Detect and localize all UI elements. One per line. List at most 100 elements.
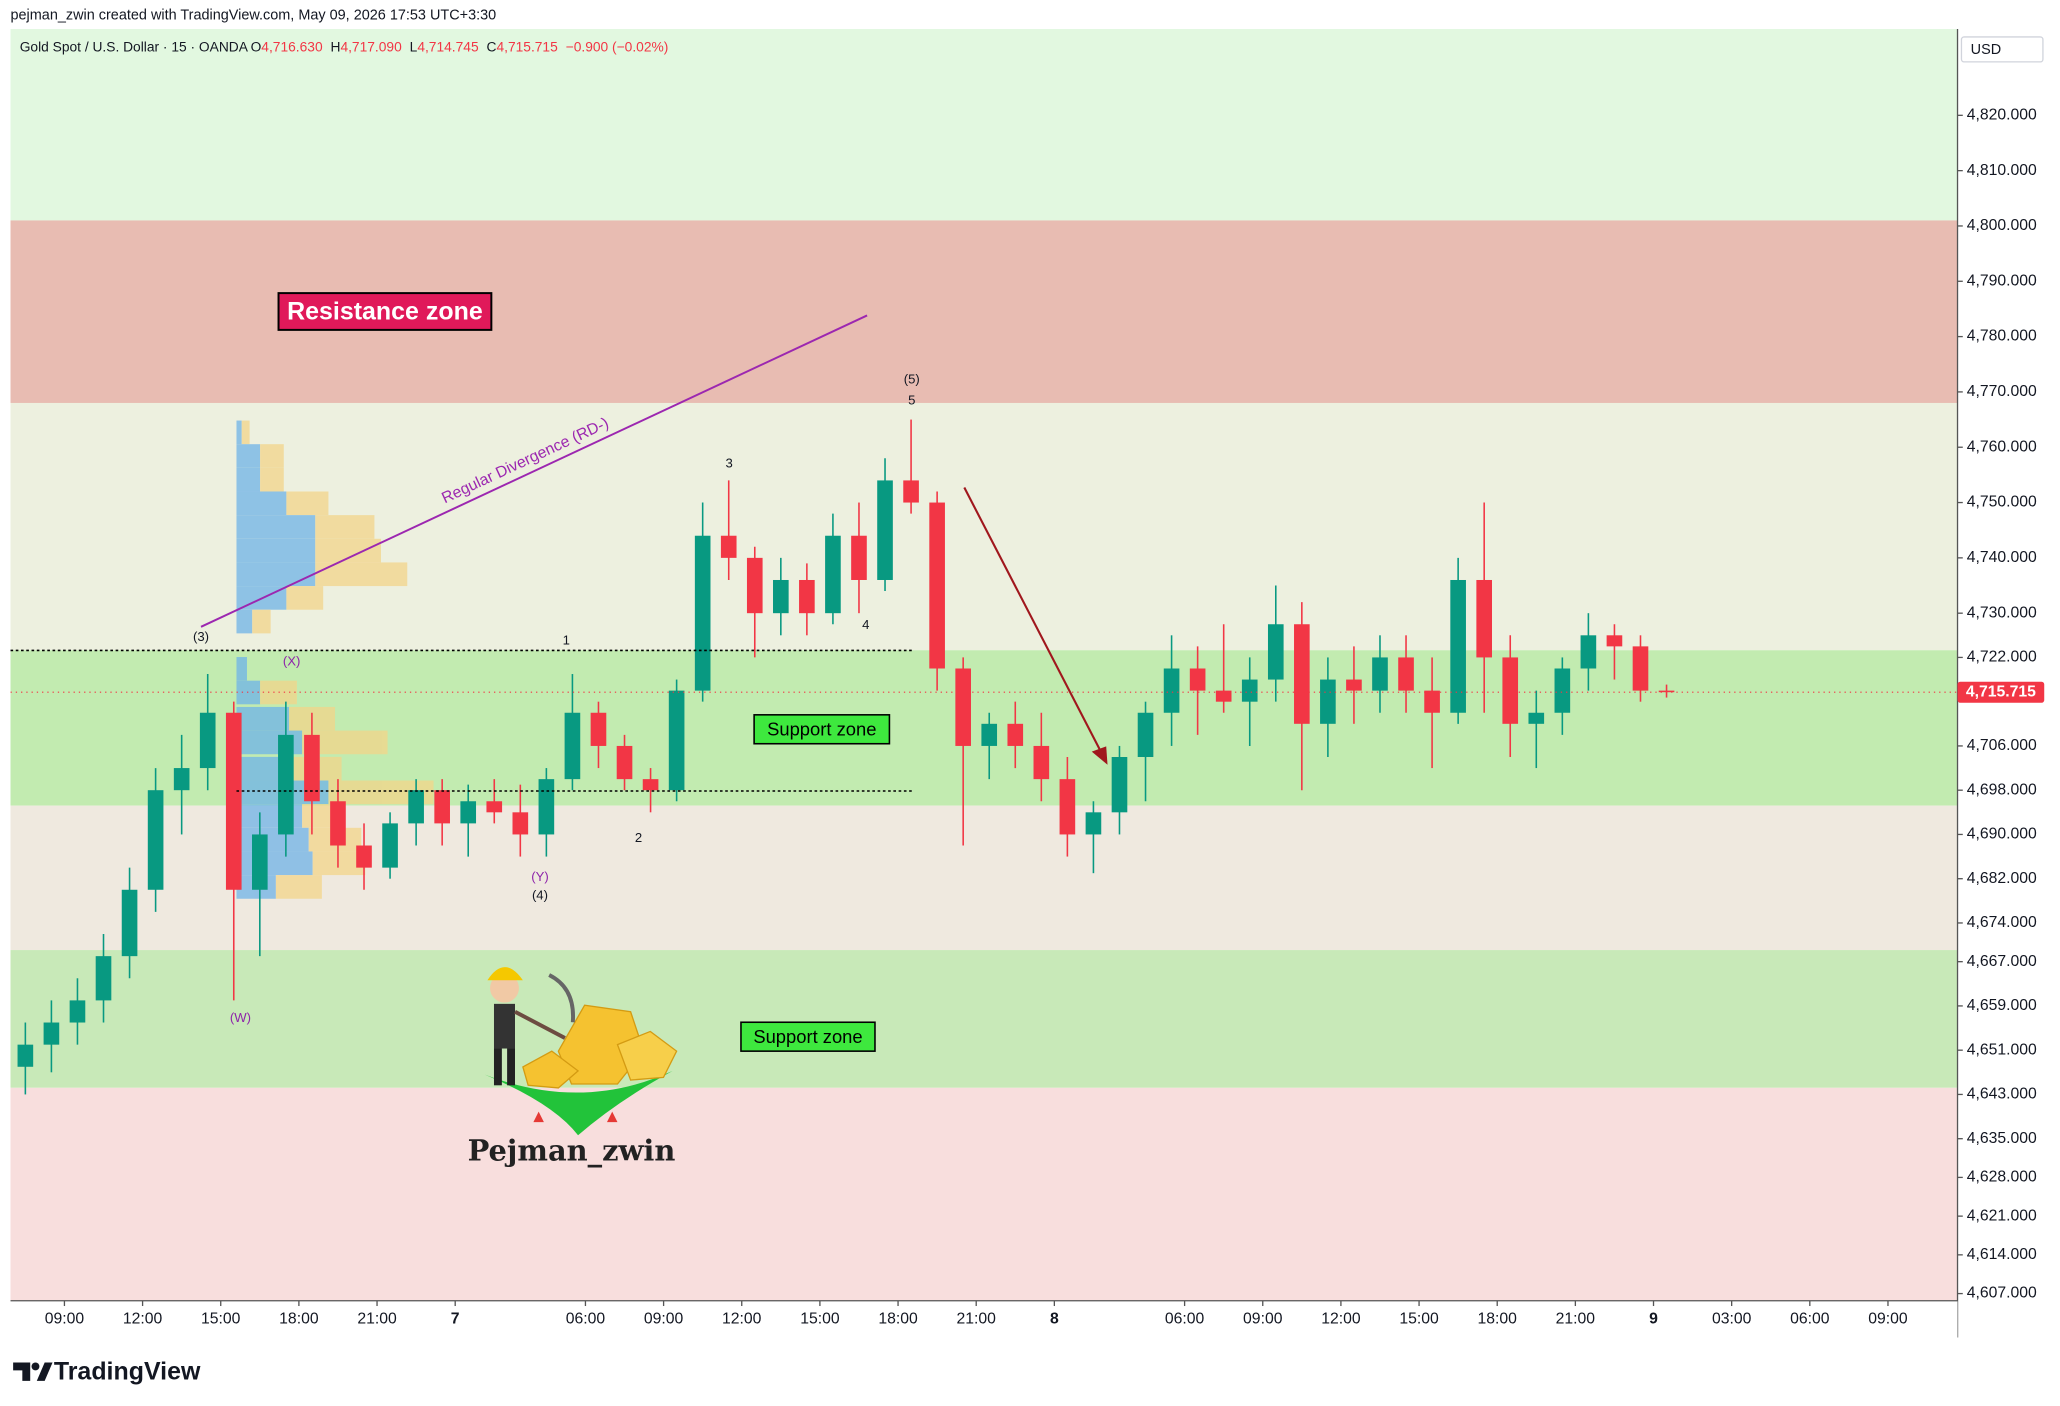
candle-body: [1137, 712, 1154, 758]
candle-body: [199, 712, 216, 769]
currency-box[interactable]: [1960, 36, 2044, 63]
y-tick-label: 4,698.000: [1967, 781, 2037, 798]
candle-body: [1372, 657, 1388, 691]
candle-body: [1189, 668, 1206, 691]
candle-body: [1059, 779, 1076, 835]
support-label: Support zone: [753, 1026, 862, 1047]
candle-body: [1294, 624, 1310, 724]
candle-body: [851, 535, 867, 580]
wave-label: 5: [908, 392, 915, 407]
y-tick-label: 4,722.000: [1967, 649, 2037, 666]
wave-label: (Y): [531, 869, 548, 884]
ohlc-value: 4,715.715: [496, 39, 558, 54]
x-tick-label: 09:00: [644, 1310, 684, 1327]
x-tick-label: 21:00: [956, 1310, 996, 1327]
candle-body: [1111, 757, 1128, 813]
wave-label: (W): [230, 1010, 251, 1025]
y-tick-label: 4,674.000: [1967, 914, 2037, 931]
candle-body: [1502, 657, 1519, 724]
y-tick-label: 4,790.000: [1967, 272, 2037, 289]
brand-logo[interactable]: TradingView: [13, 1358, 201, 1386]
candle-body: [408, 790, 424, 824]
candle-body: [1085, 812, 1102, 835]
candle-body: [1424, 690, 1440, 713]
x-tick-label: 09:00: [1243, 1310, 1283, 1327]
x-tick-label: 09:00: [45, 1310, 85, 1327]
y-tick-label: 4,760.000: [1967, 438, 2037, 455]
candle-body: [43, 1022, 60, 1045]
candle-body: [1241, 679, 1258, 702]
wave-label: (5): [904, 371, 920, 386]
candle-body: [1476, 579, 1493, 658]
y-tick-label: 4,820.000: [1967, 106, 2037, 123]
y-tick-label: 4,682.000: [1967, 870, 2037, 887]
candle-body: [1320, 679, 1336, 724]
ohlc-value: 4,714.745: [417, 39, 479, 54]
candle-body: [95, 956, 112, 1001]
candle-body: [17, 1044, 34, 1067]
time-axis: [10, 1300, 1958, 1338]
candle-body: [382, 823, 398, 868]
candle-body: [1033, 745, 1050, 780]
arrow-head: [1091, 746, 1108, 765]
support-label: Support zone: [767, 718, 876, 739]
y-tick-label: 4,690.000: [1967, 826, 2037, 843]
y-tick-label: 4,643.000: [1967, 1086, 2037, 1103]
y-tick-label: 4,651.000: [1967, 1041, 2037, 1058]
x-tick-label: 03:00: [1712, 1310, 1752, 1327]
wave-label: 4: [862, 617, 869, 632]
candle-body: [720, 535, 737, 558]
candle-body: [1580, 635, 1597, 669]
candle-body: [1632, 646, 1649, 691]
x-tick-label: 15:00: [800, 1310, 840, 1327]
y-tick-label: 4,621.000: [1967, 1207, 2037, 1224]
ohlc-key: O: [251, 39, 262, 54]
author-label: Pejman_zwin: [468, 1133, 676, 1167]
candle-body: [1554, 668, 1571, 713]
candle-body: [147, 790, 164, 890]
x-tick-label: 9: [1649, 1310, 1658, 1327]
ohlc-key: L: [410, 39, 418, 54]
x-tick-label: 7: [451, 1310, 460, 1327]
candle-body: [773, 579, 789, 614]
label-box: [277, 292, 493, 331]
candle-body: [877, 480, 893, 580]
candle-body: [69, 1000, 86, 1023]
zones: [10, 29, 1958, 1301]
y-tick-label: 4,614.000: [1967, 1246, 2037, 1263]
candle-body: [1606, 635, 1623, 647]
candle-body: [434, 790, 450, 824]
candle-body: [1346, 679, 1362, 691]
candle-body: [694, 535, 711, 691]
candle-body: [225, 712, 242, 890]
candle-body: [278, 734, 294, 835]
candle-body: [330, 801, 346, 846]
candle-body: [929, 502, 945, 669]
x-tick-label: 18:00: [279, 1310, 319, 1327]
x-tick-label: 21:00: [1556, 1310, 1596, 1327]
ohlc-key: H: [330, 39, 340, 54]
y-tick-label: 4,740.000: [1967, 549, 2037, 566]
resistance-label: Resistance zone: [287, 297, 483, 325]
x-tick-label: 12:00: [1321, 1310, 1361, 1327]
wave-label: 2: [635, 830, 642, 845]
y-tick-label: 4,706.000: [1967, 737, 2037, 754]
x-tick-label: 8: [1050, 1310, 1059, 1327]
candle-body: [981, 723, 998, 746]
wave-label: 1: [563, 633, 570, 648]
label-box: [740, 1021, 876, 1052]
candle-body: [746, 557, 763, 614]
candle-body: [799, 579, 815, 614]
candle-body: [1007, 723, 1024, 746]
candle-body: [486, 801, 503, 813]
y-tick-label: 4,730.000: [1967, 604, 2037, 621]
change: −0.900 (−0.02%): [566, 39, 669, 54]
zone: [10, 1087, 1958, 1301]
candle-body: [590, 712, 607, 746]
y-tick-label: 4,628.000: [1967, 1169, 2037, 1186]
candle-body: [538, 779, 555, 835]
candle-body: [304, 734, 320, 802]
candle-body: [1450, 579, 1466, 713]
y-tick-label: 4,750.000: [1967, 494, 2037, 511]
candle-body: [121, 889, 138, 957]
